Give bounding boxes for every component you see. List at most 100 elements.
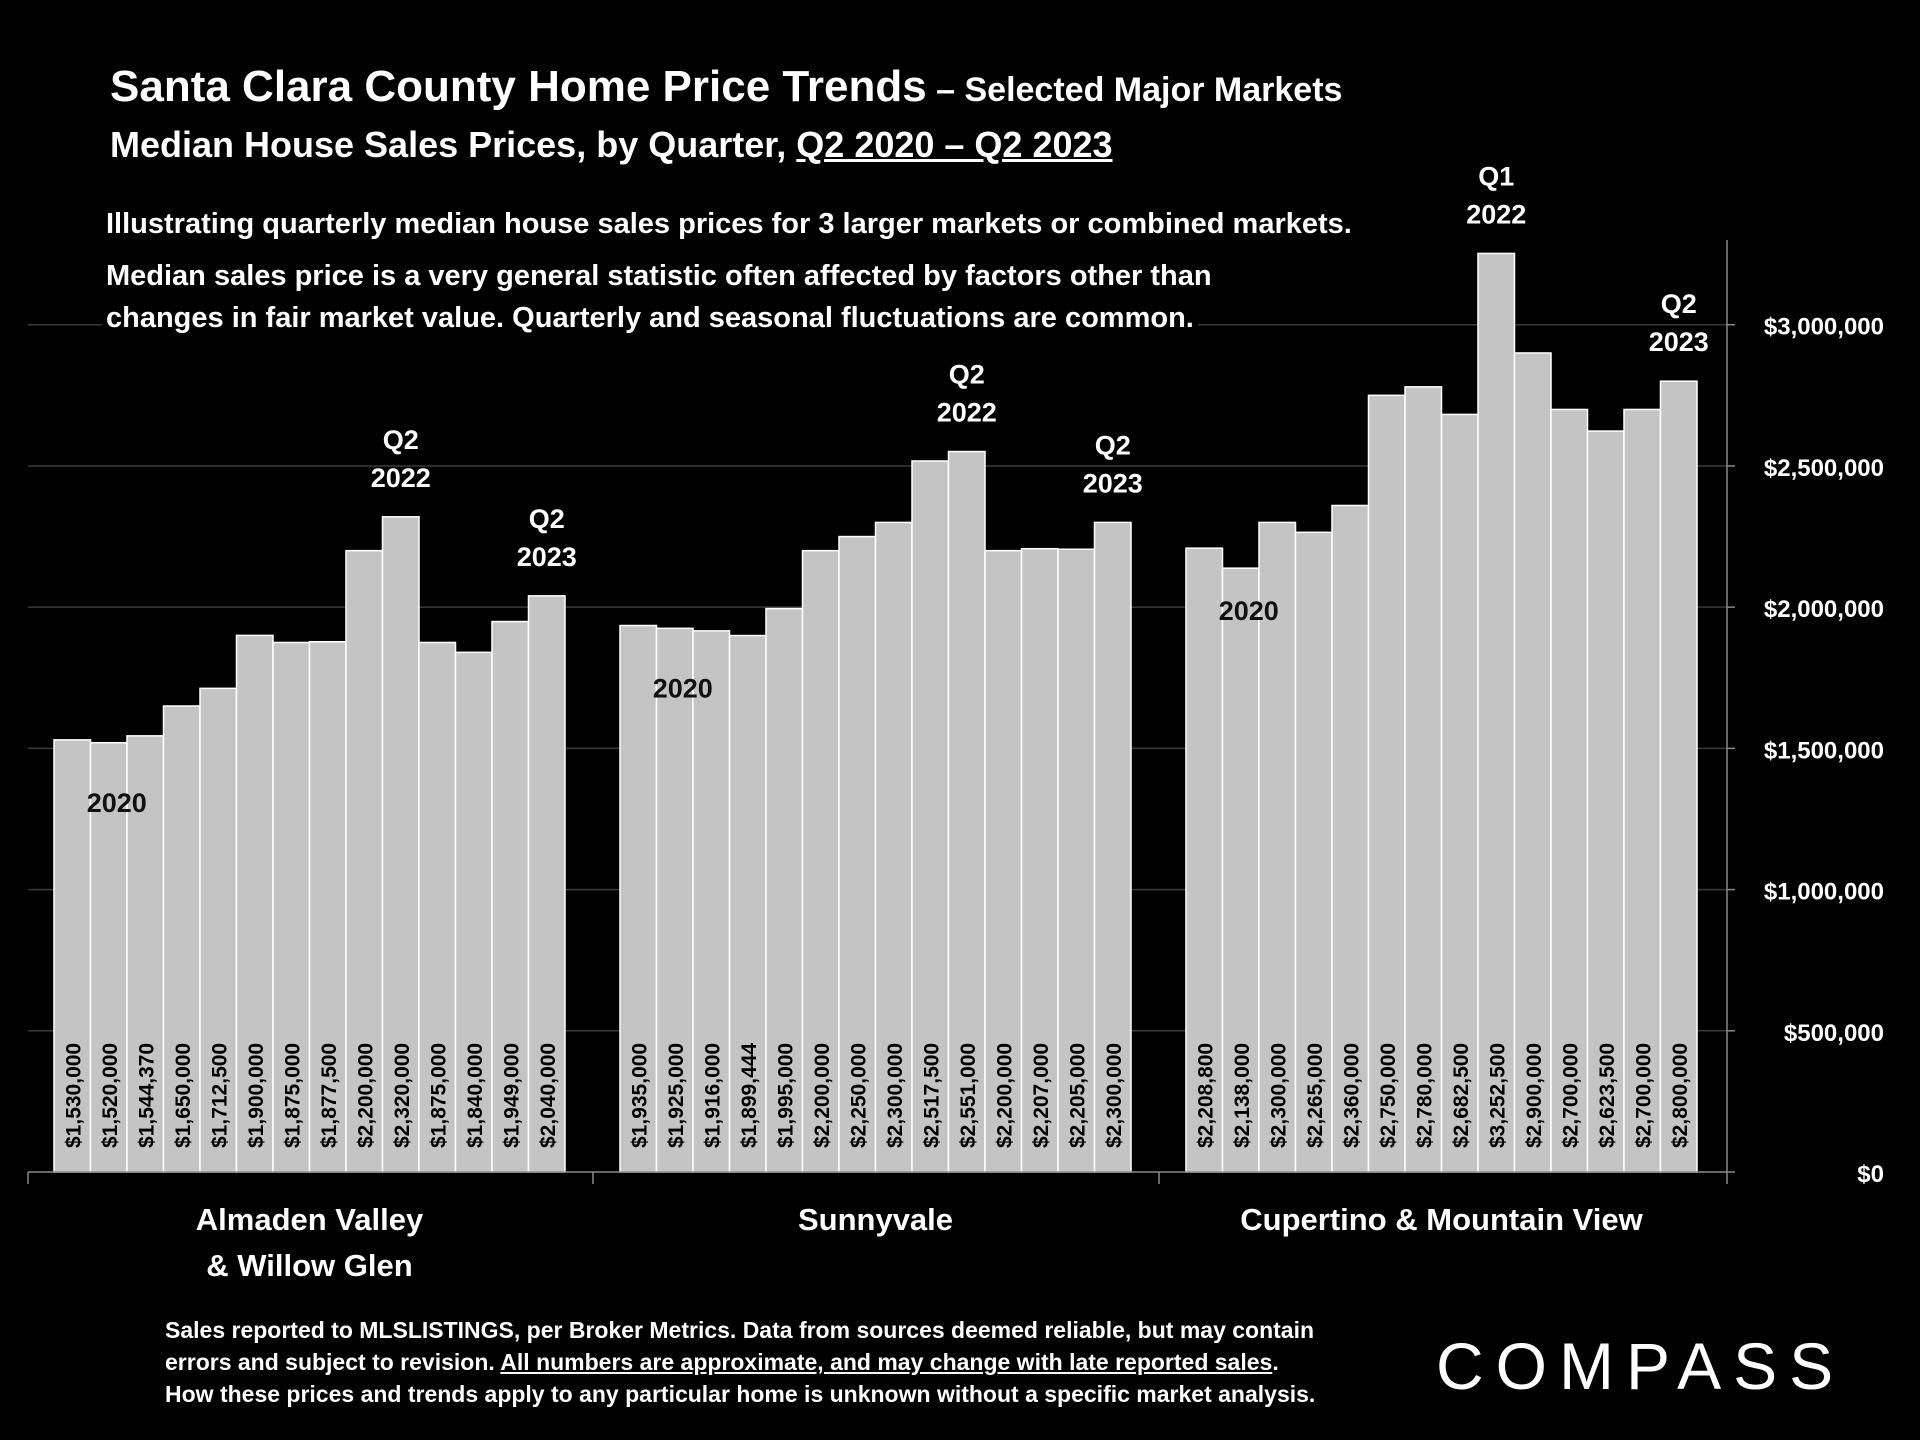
bar-value-label: $2,750,000 [1377,1043,1400,1148]
bar [1020,547,1059,1173]
bar-value-label: $1,544,370 [135,1043,158,1148]
bar [272,641,311,1173]
bar [235,634,274,1173]
bar [418,641,457,1173]
annotation-label: 2020 [653,674,713,704]
subtitle-prefix: Median House Sales Prices, by Quarter, [110,124,797,165]
annotation-label: Q2 [529,504,565,534]
bar-value-label: $2,800,000 [1669,1043,1692,1148]
bar-value-label: $2,682,500 [1450,1043,1473,1148]
description-line-3: changes in fair market value. Quarterly … [102,302,1198,335]
bar-value-label: $1,995,000 [774,1043,797,1148]
bar [454,651,493,1173]
bar-value-label: $2,623,500 [1596,1043,1619,1148]
bar-value-label: $2,517,500 [920,1043,943,1148]
bar-value-label: $1,875,000 [427,1043,450,1148]
y-tick-label: $1,500,000 [1764,737,1884,764]
annotation-label: Q2 [1095,430,1131,460]
bars [53,252,1698,1173]
bar [1513,352,1552,1173]
bar-value-label: $2,551,000 [957,1043,980,1148]
bar-value-label: $2,205,000 [1066,1043,1089,1148]
bar-value-label: $1,520,000 [99,1043,122,1148]
bar [527,595,566,1173]
bar-value-label: $2,265,000 [1304,1043,1327,1148]
footnote-line-1: Sales reported to MLSLISTINGS, per Broke… [165,1317,1315,1343]
bar-value-label: $2,320,000 [391,1043,414,1148]
footnote-disclaimer: All numbers are approximate, and may cha… [500,1349,1273,1375]
bar [1404,386,1443,1173]
bar-value-label: $2,200,000 [993,1043,1016,1148]
bar-value-label: $2,780,000 [1413,1043,1436,1148]
bar-value-label: $1,840,000 [464,1043,487,1148]
bar [1477,252,1516,1173]
annotation-label: 2022 [937,398,997,428]
bar [308,640,347,1173]
bar [1294,531,1333,1173]
bar-value-label: $2,200,000 [811,1043,834,1148]
category-label: Sunnyvale [798,1202,953,1237]
bar-value-label: $2,250,000 [847,1043,870,1148]
bar [1331,504,1370,1173]
bar [1258,521,1297,1173]
annotation-label: Q2 [1661,289,1697,319]
annotation-label: 2022 [1466,199,1526,229]
bar-value-label: $2,900,000 [1523,1043,1546,1148]
bar [728,634,767,1173]
bar [199,687,238,1173]
annotation-label: 2023 [517,542,577,572]
axes [27,240,1735,1184]
annotation-label: 2023 [1649,327,1709,357]
bar-value-label: $2,700,000 [1559,1043,1582,1148]
description-line-1: Illustrating quarterly median house sale… [102,208,1356,241]
y-tick-label: $2,500,000 [1764,455,1884,482]
chart-subtitle: Median House Sales Prices, by Quarter, Q… [110,124,1113,166]
annotation-label: Q1 [1478,161,1514,191]
y-tick-label: $1,000,000 [1764,879,1884,906]
footnote: Sales reported to MLSLISTINGS, per Broke… [165,1314,1350,1410]
title-sub: – Selected Major Markets [926,71,1343,109]
annotation-label: 2022 [371,463,431,493]
bar-value-label: $2,300,000 [1267,1043,1290,1148]
y-tick-label: $2,000,000 [1764,596,1884,623]
bar [491,620,530,1173]
description-line-2: Median sales price is a very general sta… [102,260,1216,293]
bar-value-label: $1,916,000 [701,1043,724,1148]
bar-value-label: $1,899,444 [738,1043,761,1148]
y-tick-label: $500,000 [1784,1020,1884,1047]
bar-value-label: $1,712,500 [208,1043,231,1148]
title-main: Santa Clara County Home Price Trends [110,62,927,111]
bar [1586,430,1625,1173]
annotation-label: 2020 [87,788,147,818]
category-label: Almaden Valley [196,1202,424,1237]
chart-title: Santa Clara County Home Price Trends – S… [110,62,1342,112]
footnote-line-2-prefix: errors and subject to revision. [165,1349,501,1375]
bar-value-label: $1,949,000 [500,1043,523,1148]
labels: $0 $500,000 $1,000,000 $1,500,000 $2,000,000… [62,161,1884,1283]
bar-value-label: $2,700,000 [1632,1043,1655,1148]
bar-value-label: $2,138,000 [1231,1043,1254,1148]
bar [162,705,201,1173]
bar-value-label: $1,530,000 [62,1043,85,1148]
bar-value-label: $2,300,000 [1103,1043,1126,1148]
y-tick-label: $0 [1857,1161,1884,1188]
bar-value-label: $2,208,800 [1194,1043,1217,1148]
bar [692,630,731,1173]
bar-value-label: $1,875,000 [281,1043,304,1148]
bar-value-label: $1,877,500 [318,1043,341,1148]
bar-value-label: $1,925,000 [665,1043,688,1148]
footnote-line-2-suffix: . [1272,1349,1279,1375]
compass-logo: COMPASS [1436,1329,1846,1403]
annotation-label: 2020 [1219,596,1279,626]
bar [838,535,877,1173]
bar-value-label: $1,650,000 [172,1043,195,1148]
y-tick-label: $3,000,000 [1764,314,1884,341]
bar-value-label: $2,040,000 [537,1043,560,1148]
bar-value-label: $1,935,000 [628,1043,651,1148]
category-label: & Willow Glen [206,1248,412,1283]
bar [1057,548,1096,1173]
bar-value-label: $2,207,000 [1030,1043,1053,1148]
bar [1221,567,1260,1173]
bar [911,460,950,1173]
